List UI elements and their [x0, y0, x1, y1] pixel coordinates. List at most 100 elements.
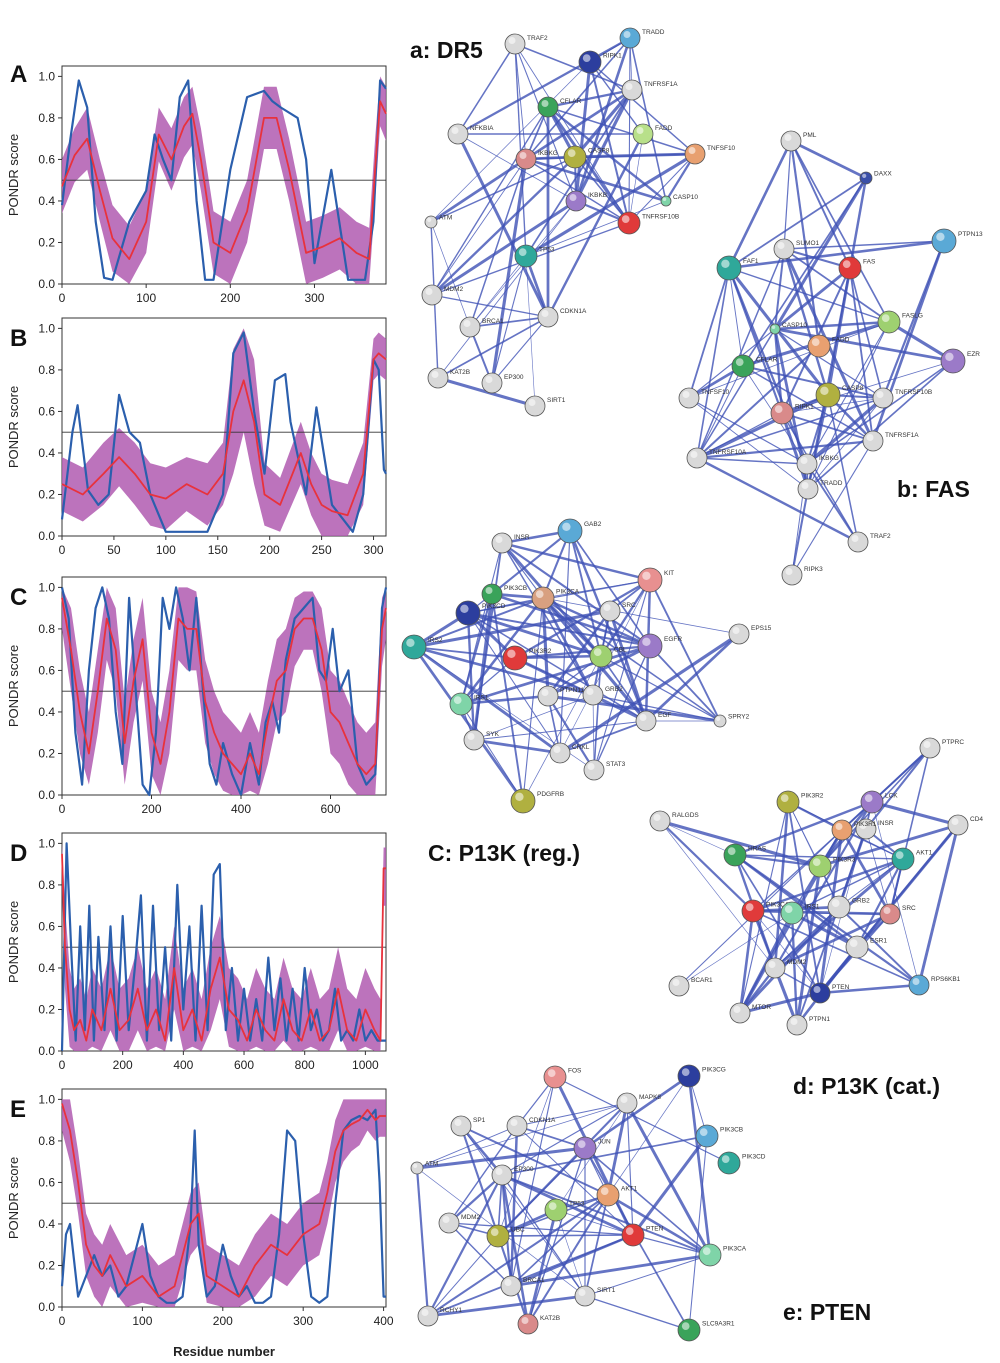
- node-ball: [827, 895, 851, 919]
- node-label: AKT1: [916, 850, 933, 857]
- interaction-edge: [542, 597, 740, 635]
- protein-node: CBL: [589, 644, 627, 668]
- x-tick-label: 400: [374, 1314, 394, 1328]
- node-ball: [931, 228, 957, 254]
- node-highlight: [521, 1317, 529, 1324]
- interaction-edge: [574, 152, 696, 159]
- x-tick-label: 200: [213, 1314, 233, 1328]
- interaction-edge: [427, 1294, 586, 1318]
- node-label: GAB2: [584, 521, 602, 528]
- protein-node: PTPN11: [537, 685, 584, 707]
- node-label: TRADD: [642, 29, 665, 36]
- interaction-edge: [593, 579, 651, 771]
- node-ball: [486, 1224, 510, 1248]
- protein-node: EZR: [940, 348, 980, 374]
- interaction-edge: [607, 1193, 711, 1257]
- interaction-edge: [437, 200, 577, 379]
- interaction-edge: [696, 328, 776, 459]
- interaction-edge: [547, 106, 696, 155]
- x-tick-label: 250: [312, 543, 332, 557]
- interaction-edge: [728, 177, 867, 269]
- interaction-edge: [696, 439, 874, 460]
- node-ball: [565, 190, 587, 212]
- protein-node: CASP8: [815, 382, 864, 408]
- node-highlight: [849, 939, 858, 948]
- node-ball: [684, 143, 706, 165]
- interaction-edge: [555, 1209, 586, 1297]
- protein-node: GRB2: [582, 684, 623, 706]
- node-highlight: [831, 899, 840, 908]
- node-label: CFLAR: [560, 98, 582, 105]
- node-label: FASLG: [902, 313, 923, 320]
- node-label: TNFSF10: [701, 389, 730, 396]
- interaction-edge: [541, 597, 550, 697]
- node-ball: [506, 1115, 528, 1137]
- interaction-edge: [827, 394, 859, 543]
- interaction-edge: [501, 542, 651, 647]
- y-axis-label: PONDR score: [6, 645, 21, 727]
- node-highlight: [771, 325, 776, 329]
- node-ball: [716, 255, 742, 281]
- interaction-edge: [589, 61, 696, 155]
- interaction-edge: [525, 152, 696, 258]
- interaction-edge: [467, 611, 602, 658]
- protein-node: JUN: [573, 1136, 611, 1160]
- interaction-edge: [525, 200, 667, 257]
- node-label: EP300: [504, 374, 524, 381]
- protein-node: TP53: [514, 244, 555, 268]
- node-highlight: [623, 31, 631, 38]
- interaction-edge: [865, 747, 931, 830]
- interaction-edge: [516, 1102, 628, 1127]
- node-label: TNFRSF10A: [709, 449, 747, 456]
- interaction-edge: [491, 593, 524, 802]
- node-highlight: [463, 320, 471, 327]
- node-label: TRADD: [820, 480, 843, 487]
- node-label: ESR1: [870, 938, 887, 945]
- mean-line: [61, 853, 386, 1042]
- node-ball: [481, 583, 503, 605]
- node-ball: [517, 1313, 539, 1335]
- node-ball: [879, 903, 901, 925]
- interaction-edge: [592, 694, 721, 722]
- interaction-edge: [606, 1102, 629, 1196]
- x-tick-label: 200: [113, 1058, 133, 1072]
- node-label: TNFRSF1A: [644, 81, 678, 88]
- node-highlight: [662, 197, 667, 201]
- protein-node: IRS2: [401, 634, 443, 660]
- protein-node: SRC: [879, 903, 916, 925]
- protein-node: KAT2B: [427, 367, 470, 389]
- node-highlight: [467, 733, 475, 740]
- interaction-edge: [659, 820, 776, 969]
- y-tick-label: 0.8: [38, 1134, 55, 1148]
- interaction-edge: [781, 412, 859, 543]
- node-highlight: [864, 794, 873, 803]
- protein-node: CRKL: [549, 742, 590, 764]
- node-highlight: [541, 310, 549, 317]
- node-highlight: [784, 905, 793, 914]
- node-highlight: [553, 746, 561, 753]
- interaction-edge: [522, 597, 544, 802]
- panel-label: C: [10, 584, 27, 611]
- interaction-edge: [659, 820, 754, 912]
- protein-node: PIK3CB: [481, 583, 527, 605]
- node-ball: [637, 567, 663, 593]
- node-highlight: [495, 1168, 503, 1175]
- protein-node: TNFRSF1A: [621, 79, 678, 101]
- node-highlight: [672, 979, 680, 986]
- network-title: e: PTEN: [783, 1299, 871, 1325]
- interaction-edge: [514, 43, 527, 160]
- protein-node: BRCA1: [459, 316, 504, 338]
- protein-node: CD4: [947, 814, 983, 836]
- network-2: PML DAXX PTPN13 SUMO1 FAF1 FAS CASP10 FASLG FADD…: [678, 130, 983, 586]
- node-ball: [764, 957, 786, 979]
- node-highlight: [425, 288, 433, 295]
- interaction-edge: [628, 133, 644, 224]
- protein-node: STAT3: [583, 759, 626, 781]
- interaction-edge: [559, 632, 740, 755]
- std-band: [62, 76, 386, 285]
- interaction-edge: [688, 397, 809, 490]
- node-highlight: [541, 689, 549, 696]
- interaction-edge: [600, 655, 721, 722]
- node-highlight: [768, 961, 776, 968]
- node-ball: [781, 564, 803, 586]
